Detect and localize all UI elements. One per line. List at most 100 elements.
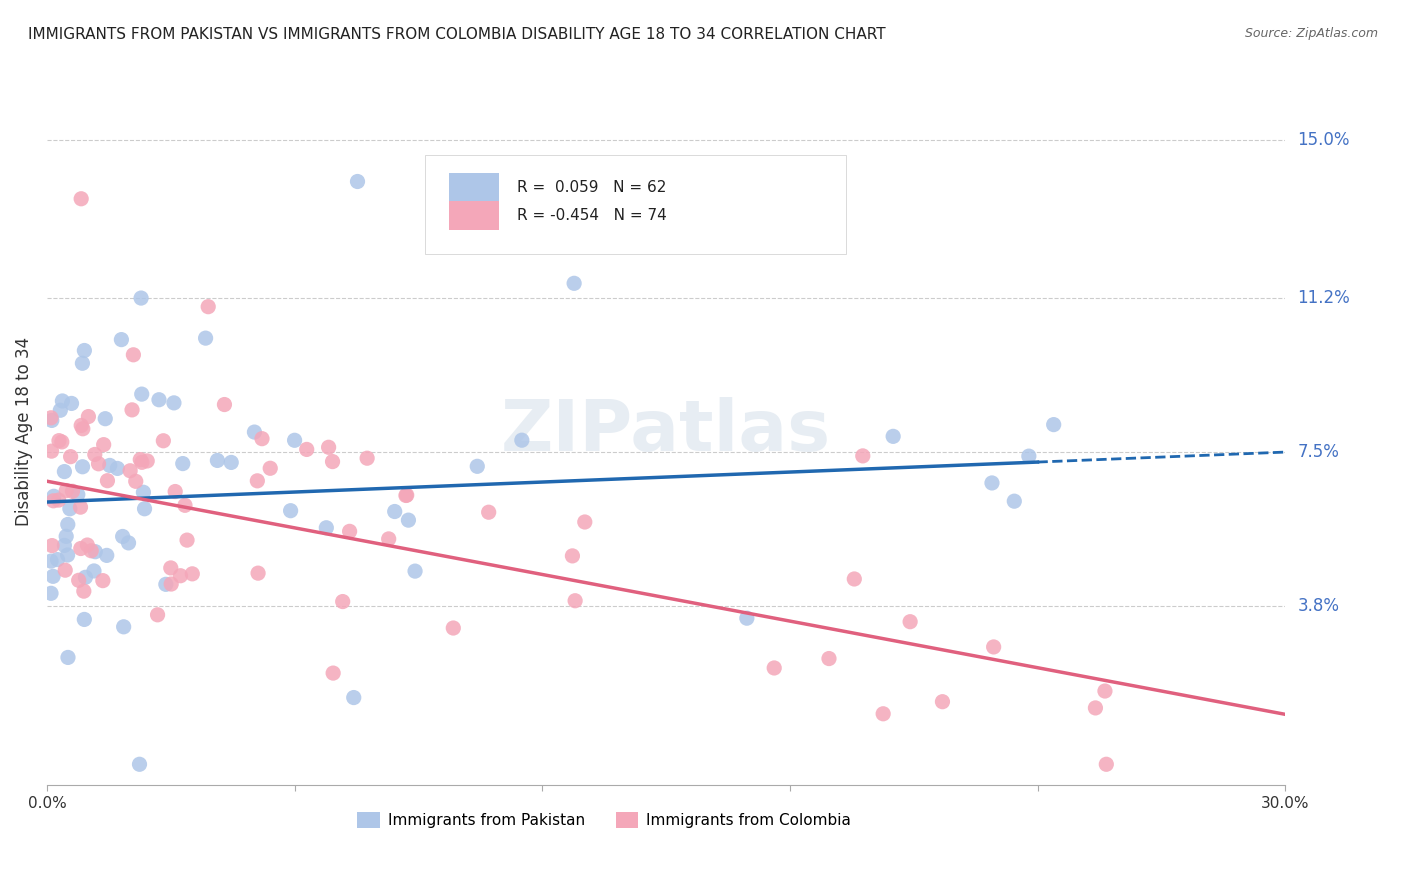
Point <box>146 607 169 622</box>
Point <box>41 444 63 458</box>
Point <box>136 454 159 468</box>
Point <box>247 566 270 581</box>
Point <box>322 454 344 468</box>
Point <box>59 450 82 464</box>
Point <box>84 544 107 558</box>
Point <box>41 413 63 427</box>
Point <box>561 549 583 563</box>
Point <box>763 661 786 675</box>
Point <box>41 539 63 553</box>
Point <box>332 594 354 608</box>
Point <box>42 493 65 508</box>
Point <box>163 396 186 410</box>
Point <box>159 561 181 575</box>
Point <box>174 498 197 512</box>
Point <box>844 572 866 586</box>
FancyBboxPatch shape <box>450 202 499 229</box>
Point <box>395 488 418 502</box>
Point <box>1042 417 1064 432</box>
Point <box>465 459 488 474</box>
Point <box>176 533 198 548</box>
Point <box>284 434 307 448</box>
Point <box>121 402 143 417</box>
Point <box>111 529 134 543</box>
Point <box>131 455 153 469</box>
Point <box>280 504 302 518</box>
Point <box>735 611 758 625</box>
Point <box>69 541 91 556</box>
Text: 7.5%: 7.5% <box>1298 443 1340 461</box>
Point <box>48 434 70 448</box>
Point <box>1002 494 1025 508</box>
Point <box>983 640 1005 654</box>
Point <box>172 457 194 471</box>
Point <box>49 403 72 417</box>
Point <box>315 521 337 535</box>
Point <box>818 651 841 665</box>
Point <box>852 449 875 463</box>
Point <box>181 566 204 581</box>
Point <box>197 300 219 314</box>
Point <box>87 457 110 471</box>
Point <box>42 489 65 503</box>
Point <box>346 174 368 188</box>
Point <box>72 422 94 436</box>
Point <box>243 425 266 439</box>
Legend: Immigrants from Pakistan, Immigrants from Colombia: Immigrants from Pakistan, Immigrants fro… <box>352 805 858 834</box>
Text: ZIPatlas: ZIPatlas <box>501 397 831 466</box>
Point <box>72 356 94 370</box>
Point <box>55 529 77 543</box>
FancyBboxPatch shape <box>425 155 845 254</box>
Point <box>872 706 894 721</box>
Point <box>110 333 132 347</box>
Point <box>53 538 76 552</box>
Point <box>70 192 93 206</box>
Text: R =  0.059   N = 62: R = 0.059 N = 62 <box>517 179 666 194</box>
Point <box>1094 684 1116 698</box>
Point <box>322 666 344 681</box>
Point <box>194 331 217 345</box>
Point <box>39 586 62 600</box>
Point <box>73 343 96 358</box>
Point <box>83 447 105 461</box>
Point <box>169 568 191 582</box>
Text: Source: ZipAtlas.com: Source: ZipAtlas.com <box>1244 27 1378 40</box>
Point <box>55 483 77 498</box>
Point <box>122 348 145 362</box>
Point <box>53 563 76 577</box>
Point <box>562 277 585 291</box>
Point <box>1084 701 1107 715</box>
Text: 3.8%: 3.8% <box>1298 597 1340 615</box>
Point <box>60 396 83 410</box>
Point <box>155 577 177 591</box>
Point <box>318 440 340 454</box>
Point <box>129 452 152 467</box>
Point <box>377 532 399 546</box>
Point <box>134 501 156 516</box>
Point <box>80 543 103 558</box>
Point <box>160 577 183 591</box>
Point <box>107 461 129 475</box>
Point <box>51 394 73 409</box>
Point <box>75 570 97 584</box>
Point <box>72 459 94 474</box>
Point <box>69 500 91 515</box>
Point <box>66 487 89 501</box>
Point <box>219 455 242 469</box>
Point <box>343 690 366 705</box>
Point <box>70 418 93 433</box>
Point <box>152 434 174 448</box>
Point <box>128 757 150 772</box>
Point <box>94 411 117 425</box>
Point <box>42 569 65 583</box>
Point <box>207 453 229 467</box>
Point <box>214 398 236 412</box>
Point <box>396 513 419 527</box>
Point <box>83 564 105 578</box>
Text: R = -0.454   N = 74: R = -0.454 N = 74 <box>517 208 668 223</box>
Point <box>120 464 142 478</box>
Point <box>56 650 79 665</box>
Text: 11.2%: 11.2% <box>1298 289 1350 307</box>
Point <box>56 548 79 562</box>
Point <box>62 484 84 499</box>
